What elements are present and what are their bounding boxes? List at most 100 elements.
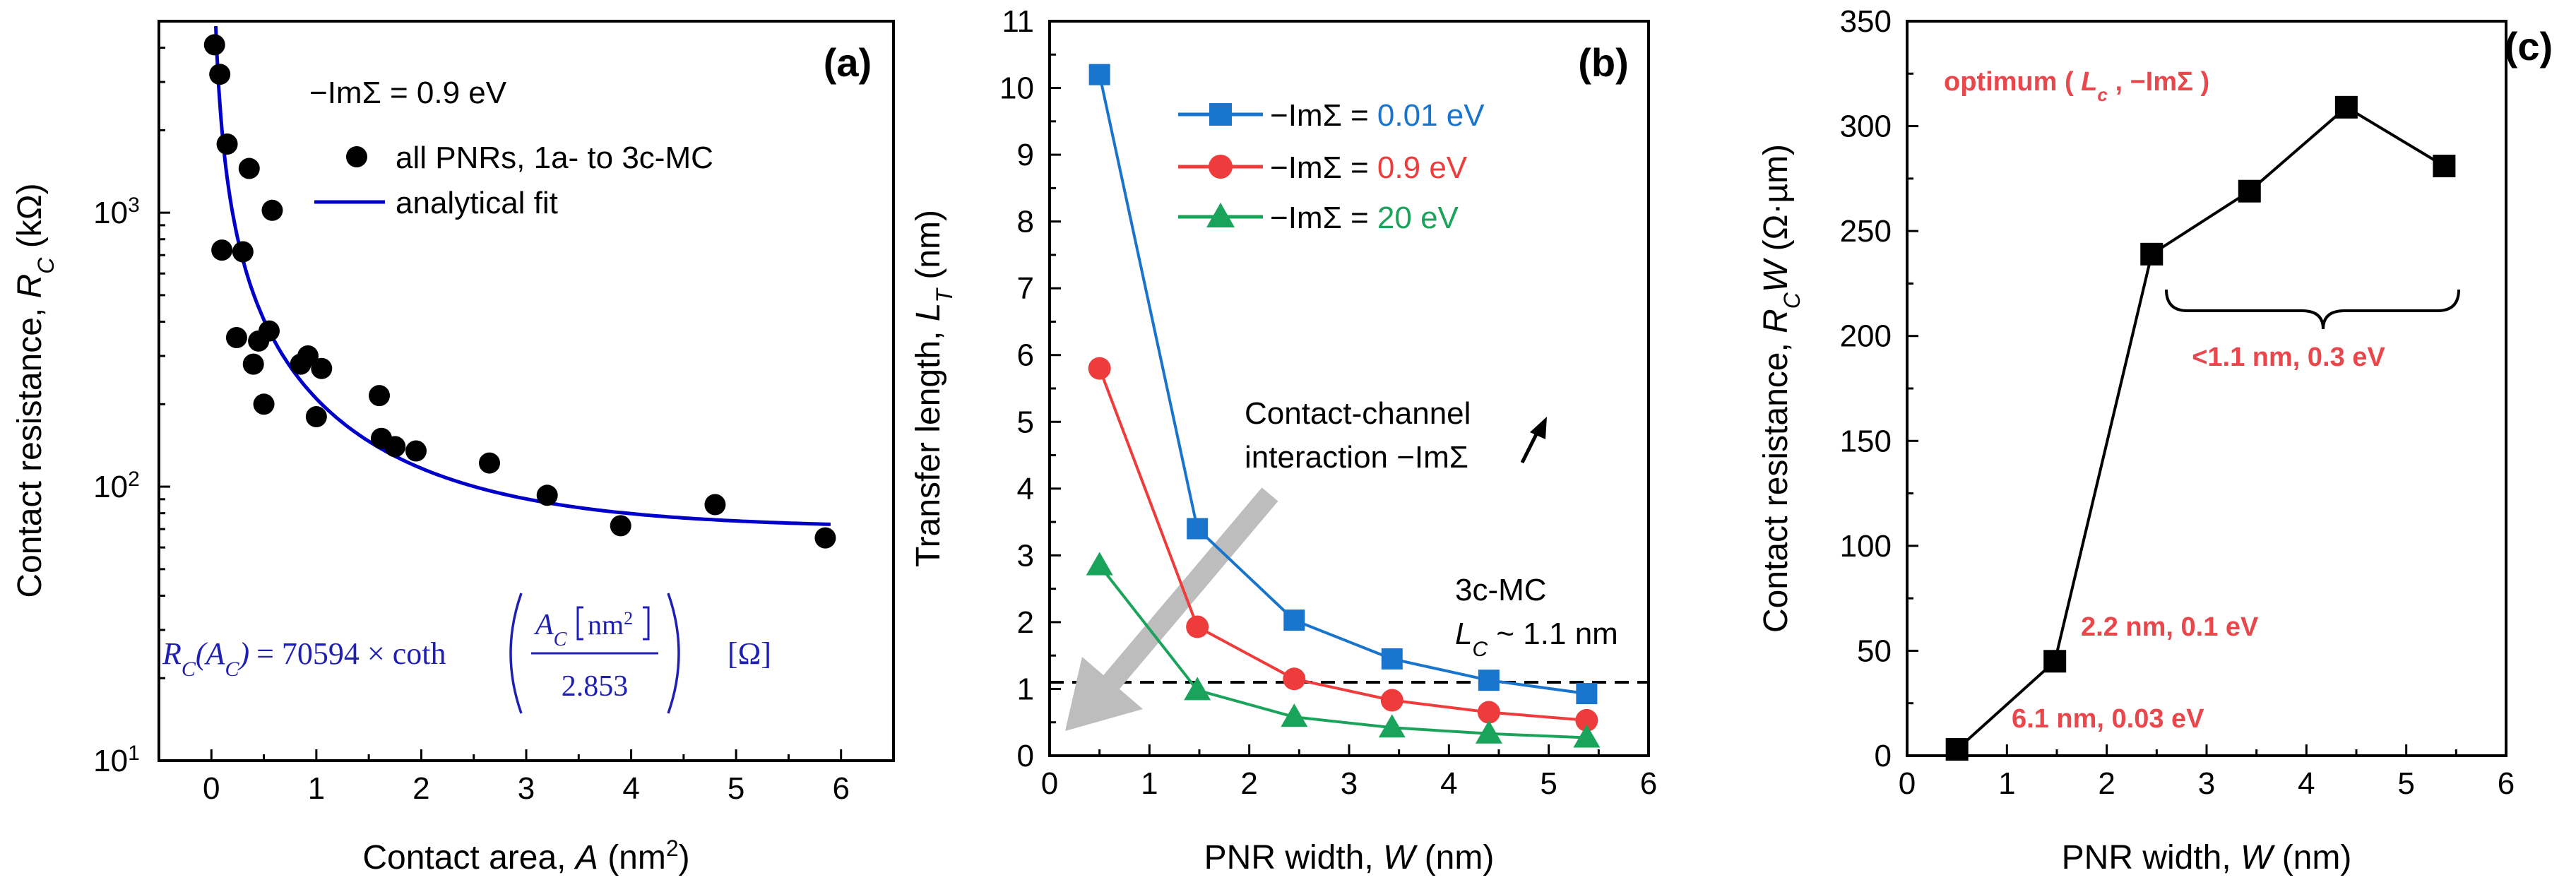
curly-brace	[2165, 289, 2460, 330]
panel-b-legend: −ImΣ = 0.01 eV −ImΣ = 0.9 eV −ImΣ = 20 e…	[1178, 98, 1485, 235]
interaction-arrow	[1065, 487, 1278, 731]
series-marker-square	[1478, 670, 1500, 691]
rcw-line	[1956, 105, 2445, 751]
series-marker-triangle	[1573, 724, 1601, 748]
legend-marker-09	[1209, 155, 1233, 179]
b-ytick-label: 1	[1017, 672, 1034, 706]
a-xtick-label: 6	[832, 771, 849, 806]
c-xtick-label: 6	[2498, 766, 2515, 801]
panel-c-ylabel: Contact resistance, RCW (Ω·µm)	[1757, 144, 1805, 633]
pnr-data-point	[253, 393, 275, 415]
panel-b-xlabel: PNR width, W (nm)	[1204, 839, 1495, 876]
arrow-text-line2: interaction −ImΣ	[1245, 440, 1468, 475]
b-xtick-label: 0	[1041, 766, 1058, 801]
b-ytick-label: 9	[1017, 138, 1034, 172]
c-ytick-label: 50	[1857, 634, 1892, 668]
b-ytick-label: 8	[1017, 205, 1034, 239]
a-xtick-label: 4	[622, 771, 639, 806]
legend-label-001: −ImΣ = 0.01 eV	[1270, 98, 1485, 133]
series-marker-triangle	[1475, 720, 1502, 744]
b-ytick-label: 2	[1017, 605, 1034, 640]
brace-label: <1.1 nm, 0.3 eV	[2192, 343, 2385, 372]
series-marker-triangle	[1378, 714, 1406, 738]
small-up-arrow	[1520, 417, 1547, 464]
series-marker-circle	[1575, 708, 1598, 732]
ref-text-line1: 3c-MC	[1455, 573, 1547, 607]
series-marker-triangle	[1086, 552, 1113, 576]
panel-c-axes: 0 1 2 3 4 5 6 0 50 100 150 200 250 300 350	[1840, 4, 2515, 801]
small-up-arrow-head	[1530, 417, 1547, 439]
legend-label-20: −ImΣ = 20 eV	[1270, 201, 1459, 235]
a-xtick-label: 1	[308, 771, 325, 806]
b-ytick-label: 4	[1017, 472, 1034, 506]
c-ytick-label: 300	[1840, 109, 1892, 144]
ref-text-line2: LC ~ 1.1 nm	[1455, 617, 1618, 661]
pnr-data-point	[305, 406, 327, 428]
b-ytick-label: 7	[1017, 271, 1034, 306]
c-xtick-label: 0	[1899, 766, 1916, 801]
b-xtick-label: 3	[1341, 766, 1358, 801]
pnr-data-point	[479, 452, 500, 474]
pnr-data-point	[203, 34, 225, 56]
b-xtick-label: 2	[1240, 766, 1257, 801]
pnr-data-point	[216, 133, 238, 155]
series-marker-circle	[1186, 615, 1209, 638]
b-ytick-label: 10	[999, 71, 1034, 106]
series-marker-square	[1088, 64, 1110, 85]
series-marker-circle	[1088, 357, 1111, 380]
a-ytick-label: 101	[93, 742, 140, 779]
panel-a-ylabel: Contact resistance, RC (kΩ)	[11, 183, 59, 597]
c-ytick-label: 200	[1840, 319, 1892, 354]
rcw-marker-square	[2433, 155, 2456, 178]
rcw-marker-square	[2043, 650, 2067, 673]
pnr-data-point	[261, 199, 283, 221]
a-xtick-label: 0	[203, 771, 220, 806]
point-label-6nm: 6.1 nm, 0.03 eV	[2012, 704, 2204, 734]
pnr-data-point	[259, 320, 280, 342]
c-xtick-label: 1	[1998, 766, 2015, 801]
formula-paren-left	[509, 593, 523, 714]
point-label-2nm: 2.2 nm, 0.1 eV	[2081, 612, 2259, 642]
b-ytick-label: 0	[1017, 739, 1034, 773]
b-ytick-label: 5	[1017, 405, 1034, 439]
pnr-data-point	[369, 385, 390, 407]
panel-c-label: (c)	[2505, 24, 2553, 69]
panel-b: (b) 0 1 2 3 4 5 6 0 1 2 3 4 5 6 7 8 9 10 11 −ImΣ = 0.01 eV…	[910, 4, 1657, 876]
panel-b-axes: 0 1 2 3 4 5 6 0 1 2 3 4 5 6 7 8 9 10 11	[999, 4, 1657, 801]
pnr-data-point	[814, 527, 836, 549]
series-marker-square	[1283, 609, 1305, 631]
series-marker-circle	[1477, 701, 1500, 724]
series-marker-square	[1576, 683, 1598, 705]
formula-bracket-right	[643, 606, 650, 641]
formula-numerator-unit: nm2	[588, 608, 633, 641]
panel-b-label: (b)	[1578, 40, 1629, 85]
legend-marker-001	[1209, 103, 1232, 126]
panel-a-axes: 0 1 2 3 4 5 6 101 102 103	[93, 20, 850, 806]
pnr-data-point	[238, 157, 260, 179]
panel-a-xlabel: Contact area, A (nm2)	[362, 835, 689, 876]
b-xtick-label: 5	[1540, 766, 1557, 801]
formula-paren-right	[667, 593, 680, 714]
formula-unit: [Ω]	[728, 636, 771, 671]
pnr-data-point	[242, 353, 264, 375]
c-ytick-label: 150	[1840, 424, 1892, 458]
interaction-arrow-head	[1065, 657, 1143, 731]
series-line-2	[1098, 564, 1587, 739]
pnr-data-point	[536, 484, 558, 506]
rcw-marker-square	[2140, 242, 2164, 266]
series-marker-square	[1187, 518, 1209, 540]
pnr-data-point	[209, 64, 231, 85]
panel-c-series	[1945, 95, 2456, 761]
pnr-data-point	[232, 241, 254, 263]
pnr-data-point	[384, 436, 406, 458]
formula-denominator: 2.853	[562, 670, 629, 703]
fit-formula: RC(AC) = 70594 × coth AC nm2 2.853 [Ω]	[162, 593, 771, 714]
panel-a-label: (a)	[824, 40, 872, 85]
c-xtick-label: 5	[2397, 766, 2414, 801]
b-ytick-label: 6	[1017, 338, 1034, 373]
legend-marker-20	[1206, 203, 1235, 227]
formula-numerator: AC	[533, 609, 567, 650]
formula-lhs: RC(AC) = 70594 × coth	[162, 636, 446, 681]
a-xtick-label: 5	[728, 771, 744, 806]
